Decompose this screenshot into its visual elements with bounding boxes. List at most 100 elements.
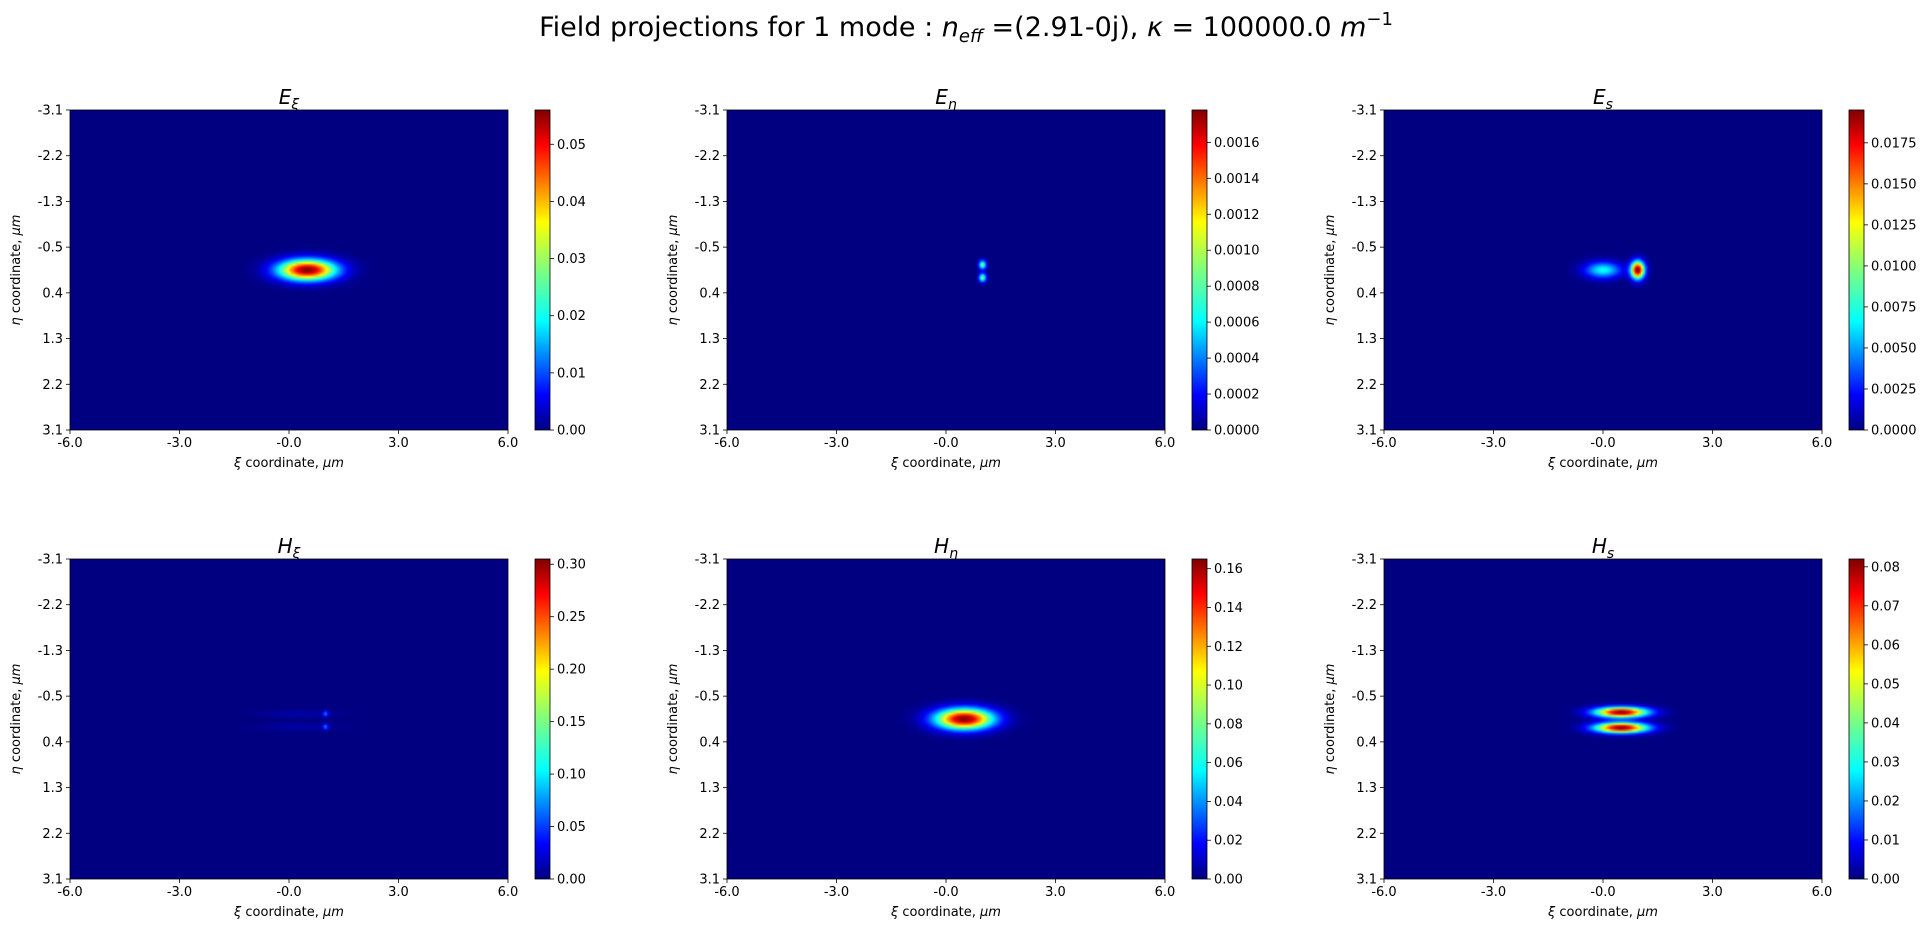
- colorbar: [1848, 558, 1865, 880]
- colorbar-tick-label: 0.0100: [1871, 259, 1917, 274]
- colorbar-tick-label: 0.0008: [1214, 280, 1260, 295]
- y-tick-label: -1.3: [1352, 644, 1377, 659]
- x-tick-label: 6.0: [1812, 885, 1833, 900]
- colorbar-tick-label: 0.0012: [1214, 208, 1260, 223]
- x-tick-label: -6.0: [714, 436, 739, 451]
- x-tick-label: 3.0: [1045, 885, 1066, 900]
- colorbar-tick-label: 0.0010: [1214, 244, 1260, 259]
- y-tick-label: 2.2: [1356, 378, 1377, 393]
- y-tick-label: -3.1: [1352, 553, 1377, 568]
- panel-title: Hs: [1592, 534, 1614, 562]
- heatmap-image: [1384, 559, 1822, 879]
- colorbar-tick-label: 0.14: [1214, 601, 1243, 616]
- x-tick-label: -6.0: [57, 436, 82, 451]
- colorbar-tick-label: 0.0006: [1214, 316, 1260, 331]
- figure-title: Field projections for 1 mode : neff =(2.…: [539, 9, 1393, 47]
- colorbar-tick-label: 0.0150: [1871, 177, 1917, 192]
- y-tick-label: 3.1: [42, 873, 63, 888]
- y-tick-label: 2.2: [1356, 827, 1377, 842]
- colorbar-tick-label: 0.00: [557, 424, 586, 439]
- y-tick-label: -2.2: [1352, 149, 1377, 164]
- colorbar-tick-label: 0.06: [1214, 756, 1243, 771]
- y-tick-label: 1.3: [699, 332, 720, 347]
- colorbar-tick-label: 0.0000: [1871, 424, 1917, 439]
- y-tick-label: 0.4: [699, 286, 720, 301]
- x-axis-label: ξ coordinate, μm: [890, 456, 1001, 471]
- heatmap-image: [70, 110, 508, 430]
- colorbar-tick-label: 0.01: [557, 366, 586, 381]
- x-axis-label: ξ coordinate, μm: [1547, 456, 1658, 471]
- x-tick-label: -0.0: [276, 436, 301, 451]
- panel-h-xi: Hξ -6.0 -3.0 -0.0 3.0 6.0 -3.1 -2.2 -1.3 -0.5 0.4 1…: [9, 534, 586, 920]
- colorbar-tick-label: 0.05: [557, 138, 586, 153]
- x-tick-label: -0.0: [1590, 885, 1615, 900]
- colorbar-tick-label: 0.0016: [1214, 136, 1260, 151]
- x-axis-label: ξ coordinate, μm: [890, 905, 1001, 920]
- colorbar-tick-label: 0.02: [1214, 834, 1243, 849]
- colorbar-tick-label: 0.00: [1214, 873, 1243, 888]
- y-tick-label: -1.3: [1352, 195, 1377, 210]
- x-tick-label: 3.0: [388, 436, 409, 451]
- panel-title: Es: [1593, 85, 1613, 113]
- x-tick-label: -6.0: [1371, 885, 1396, 900]
- colorbar: [1191, 109, 1208, 431]
- colorbar-tick-label: 0.0050: [1871, 341, 1917, 356]
- y-tick-label: 1.3: [699, 781, 720, 796]
- colorbar-tick-label: 0.25: [557, 610, 586, 625]
- y-tick-label: 1.3: [42, 332, 63, 347]
- panel-title: Hη: [934, 534, 958, 562]
- colorbar-tick-label: 0.06: [1871, 638, 1900, 653]
- y-axis-label: η coordinate, μm: [9, 215, 24, 326]
- y-axis-label: η coordinate, μm: [1323, 664, 1338, 775]
- x-tick-label: -6.0: [57, 885, 82, 900]
- x-tick-label: 6.0: [1155, 436, 1176, 451]
- colorbar-tick-label: 0.16: [1214, 562, 1243, 577]
- x-tick-label: -6.0: [714, 885, 739, 900]
- x-axis-label: ξ coordinate, μm: [233, 456, 344, 471]
- colorbar: [1191, 558, 1208, 880]
- x-tick-label: -3.0: [1481, 436, 1506, 451]
- colorbar-tick-label: 0.10: [557, 768, 586, 783]
- colorbar-tick-label: 0.01: [1871, 833, 1900, 848]
- colorbar-tick-label: 0.12: [1214, 640, 1243, 655]
- x-tick-label: 6.0: [498, 885, 519, 900]
- y-tick-label: -1.3: [38, 195, 63, 210]
- colorbar-tick-label: 0.0000: [1214, 424, 1260, 439]
- y-tick-label: -0.5: [695, 690, 720, 705]
- colorbar-tick-label: 0.30: [557, 558, 586, 573]
- colorbar-tick-label: 0.07: [1871, 599, 1900, 614]
- panel-e-s: Es -6.0 -3.0 -0.0 3.0 6.0 -3.1 -2.2 -1.3 -0.5 0.4 1…: [1323, 85, 1917, 471]
- x-tick-label: -3.0: [824, 885, 849, 900]
- colorbar-tick-label: 0.00: [557, 873, 586, 888]
- colorbar-tick-label: 0.05: [557, 820, 586, 835]
- y-tick-label: -1.3: [695, 195, 720, 210]
- colorbar-tick-label: 0.0004: [1214, 352, 1260, 367]
- x-tick-label: -0.0: [1590, 436, 1615, 451]
- y-tick-label: -3.1: [1352, 104, 1377, 119]
- colorbar-tick-label: 0.08: [1871, 560, 1900, 575]
- y-tick-label: -2.2: [695, 149, 720, 164]
- colorbar-tick-label: 0.20: [557, 663, 586, 678]
- colorbar-tick-label: 0.08: [1214, 717, 1243, 732]
- x-tick-label: -3.0: [1481, 885, 1506, 900]
- y-axis-label: η coordinate, μm: [666, 215, 681, 326]
- panel-h-s: Hs -6.0 -3.0 -0.0 3.0 6.0 -3.1 -2.2 -1.3 -0.5 0.4 1…: [1323, 534, 1900, 920]
- x-tick-label: 3.0: [1045, 436, 1066, 451]
- y-tick-label: 3.1: [1356, 873, 1377, 888]
- x-axis-label: ξ coordinate, μm: [233, 905, 344, 920]
- colorbar-tick-label: 0.04: [1871, 716, 1900, 731]
- y-tick-label: 0.4: [699, 735, 720, 750]
- x-tick-label: 3.0: [1702, 885, 1723, 900]
- x-tick-label: 6.0: [1155, 885, 1176, 900]
- y-tick-label: -2.2: [695, 598, 720, 613]
- x-tick-label: -3.0: [824, 436, 849, 451]
- colorbar-tick-label: 0.0175: [1871, 136, 1917, 151]
- y-tick-label: 1.3: [1356, 332, 1377, 347]
- y-tick-label: -2.2: [38, 149, 63, 164]
- y-tick-label: 2.2: [699, 827, 720, 842]
- x-tick-label: -3.0: [167, 436, 192, 451]
- colorbar-tick-label: 0.00: [1871, 873, 1900, 888]
- y-tick-label: -2.2: [38, 598, 63, 613]
- y-axis-label: η coordinate, μm: [9, 664, 24, 775]
- colorbar-tick-label: 0.03: [557, 252, 586, 267]
